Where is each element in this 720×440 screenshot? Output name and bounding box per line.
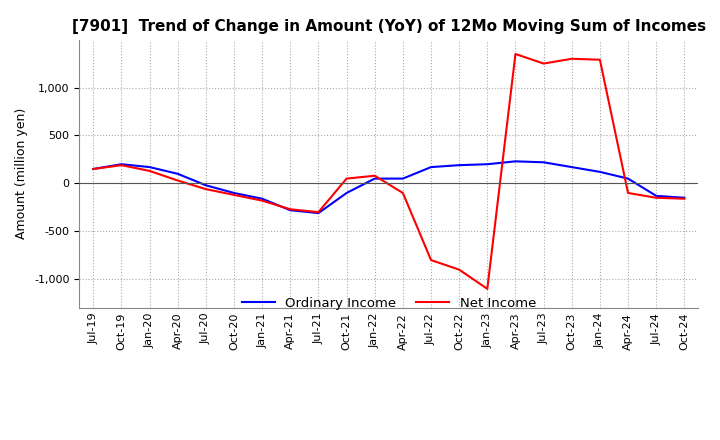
Net Income: [427, 257, 436, 263]
Ordinary Income: [89, 166, 98, 172]
Net Income: [511, 51, 520, 57]
Net Income: [539, 61, 548, 66]
Y-axis label: Amount (million yen): Amount (million yen): [15, 108, 28, 239]
Net Income: [595, 57, 604, 62]
Ordinary Income: [258, 196, 266, 202]
Net Income: [174, 178, 182, 183]
Net Income: [680, 196, 688, 202]
Net Income: [89, 166, 98, 172]
Net Income: [652, 195, 660, 200]
Ordinary Income: [567, 165, 576, 170]
Net Income: [342, 176, 351, 181]
Ordinary Income: [145, 165, 154, 170]
Net Income: [483, 286, 492, 291]
Ordinary Income: [624, 176, 632, 181]
Ordinary Income: [455, 162, 464, 168]
Ordinary Income: [202, 183, 210, 188]
Ordinary Income: [117, 161, 126, 167]
Net Income: [567, 56, 576, 62]
Net Income: [455, 267, 464, 272]
Ordinary Income: [595, 169, 604, 175]
Net Income: [286, 207, 294, 212]
Net Income: [230, 192, 238, 198]
Net Income: [399, 191, 408, 196]
Ordinary Income: [652, 193, 660, 198]
Ordinary Income: [174, 171, 182, 176]
Ordinary Income: [511, 159, 520, 164]
Ordinary Income: [342, 191, 351, 196]
Ordinary Income: [483, 161, 492, 167]
Ordinary Income: [427, 165, 436, 170]
Net Income: [258, 198, 266, 203]
Title: [7901]  Trend of Change in Amount (YoY) of 12Mo Moving Sum of Incomes: [7901] Trend of Change in Amount (YoY) o…: [72, 19, 706, 34]
Ordinary Income: [286, 208, 294, 213]
Net Income: [314, 209, 323, 215]
Net Income: [117, 162, 126, 168]
Net Income: [145, 168, 154, 173]
Ordinary Income: [539, 160, 548, 165]
Line: Net Income: Net Income: [94, 54, 684, 289]
Legend: Ordinary Income, Net Income: Ordinary Income, Net Income: [236, 291, 541, 315]
Ordinary Income: [680, 195, 688, 200]
Line: Ordinary Income: Ordinary Income: [94, 161, 684, 213]
Net Income: [202, 187, 210, 192]
Ordinary Income: [230, 191, 238, 196]
Net Income: [370, 173, 379, 178]
Ordinary Income: [314, 210, 323, 216]
Ordinary Income: [370, 176, 379, 181]
Net Income: [624, 191, 632, 196]
Ordinary Income: [399, 176, 408, 181]
